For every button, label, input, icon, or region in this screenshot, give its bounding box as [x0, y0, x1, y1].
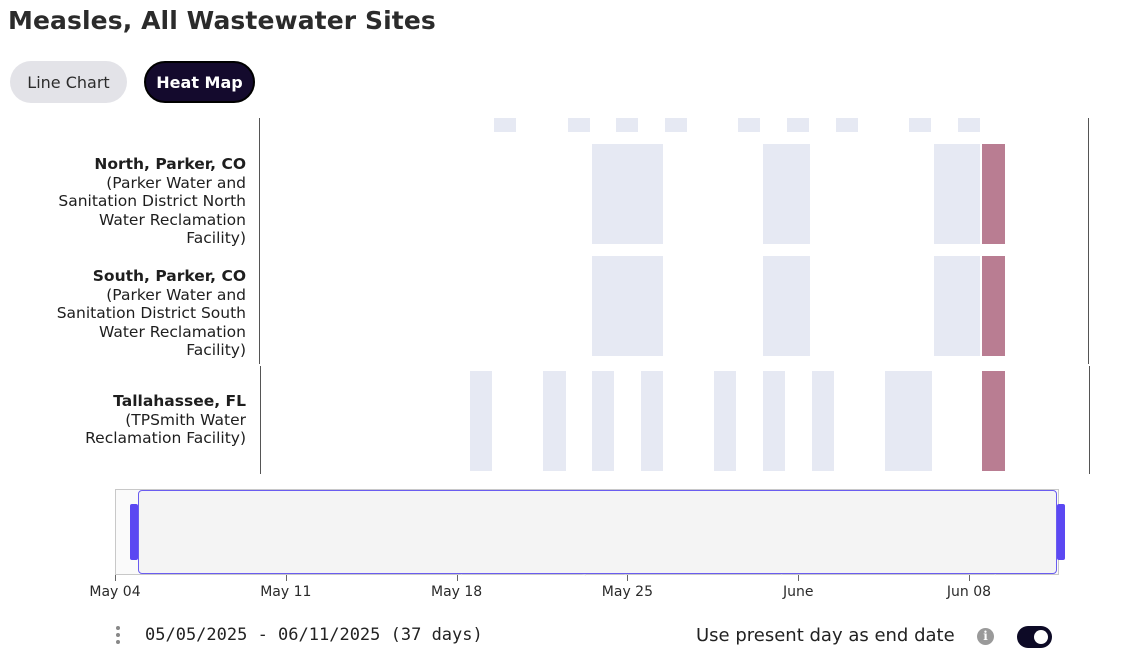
- axis-tick-label: May 04: [89, 584, 141, 600]
- heatmap-cell[interactable]: [811, 371, 834, 471]
- heatmap-cell[interactable]: [933, 144, 981, 244]
- facility-name: (Parker Water and Sanitation District No…: [58, 173, 246, 248]
- axis-tick-label: June: [782, 584, 814, 600]
- legend-cell: [787, 118, 810, 132]
- heatmap-cell-detected[interactable]: [982, 256, 1005, 356]
- heatmap-cell-detected[interactable]: [982, 371, 1005, 471]
- axis-tick: [969, 575, 970, 581]
- heatmap-cell[interactable]: [640, 371, 664, 471]
- heatmap-row-label: North, Parker, CO (Parker Water and Sani…: [36, 155, 246, 248]
- brush-selection-window[interactable]: [138, 490, 1057, 574]
- legend-cell: [958, 118, 980, 132]
- axis-tick-label: Jun 08: [946, 584, 992, 600]
- more-options-icon[interactable]: [113, 626, 123, 650]
- toggle-knob: [1034, 630, 1048, 644]
- site-name: Tallahassee, FL: [113, 392, 246, 410]
- legend-cell: [738, 118, 761, 132]
- heatmap-cell[interactable]: [884, 371, 932, 471]
- axis-tick: [798, 575, 800, 581]
- brush-right-handle[interactable]: [1057, 504, 1065, 560]
- axis-tick-label: May 18: [430, 584, 483, 600]
- site-name: South, Parker, CO: [92, 267, 246, 285]
- date-range-text: 05/05/2025 - 06/11/2025 (37 days): [145, 625, 483, 645]
- site-name: North, Parker, CO: [94, 155, 246, 173]
- heatmap-cell-detected[interactable]: [982, 144, 1005, 244]
- heatmap-cell[interactable]: [714, 371, 737, 471]
- heatmap-cell[interactable]: [592, 144, 664, 244]
- legend-cell: [836, 118, 858, 132]
- heatmap-left-border: [259, 118, 260, 364]
- info-icon[interactable]: i: [977, 628, 994, 645]
- axis-tick-label: May 25: [601, 584, 653, 600]
- heatmap-left-border: [260, 366, 261, 474]
- line-chart-button[interactable]: Line Chart: [10, 61, 127, 103]
- heatmap-cell[interactable]: [543, 371, 566, 471]
- heatmap-cell[interactable]: [762, 144, 810, 244]
- heatmap-cell[interactable]: [592, 371, 615, 471]
- axis-tick-label: May 11: [260, 584, 312, 600]
- brush-left-handle[interactable]: [130, 504, 138, 560]
- heatmap-row-label: Tallahassee, FL (TPSmith Water Reclamati…: [46, 392, 246, 448]
- heatmap-right-border: [1089, 366, 1090, 474]
- heatmap-cell[interactable]: [762, 371, 786, 471]
- facility-name: (Parker Water and Sanitation District So…: [56, 285, 246, 360]
- legend-cell: [616, 118, 639, 132]
- heatmap-cell[interactable]: [592, 256, 664, 356]
- heatmap-right-border: [1088, 118, 1089, 364]
- axis-tick: [115, 575, 116, 581]
- legend-cell: [665, 118, 688, 132]
- present-day-toggle[interactable]: [1017, 626, 1052, 648]
- heat-map-button[interactable]: Heat Map: [144, 61, 255, 103]
- legend-cell: [494, 118, 517, 132]
- axis-tick: [627, 575, 629, 581]
- page-title: Measles, All Wastewater Sites: [8, 6, 436, 35]
- facility-name: (TPSmith Water Reclamation Facility): [85, 410, 246, 448]
- legend-cell: [909, 118, 932, 132]
- axis-tick: [456, 575, 458, 581]
- legend-cell: [567, 118, 590, 132]
- heatmap-cell[interactable]: [762, 256, 810, 356]
- heatmap-cell[interactable]: [933, 256, 981, 356]
- axis-tick: [285, 575, 287, 581]
- present-day-label: Use present day as end date: [696, 625, 955, 646]
- heatmap-cell[interactable]: [470, 371, 493, 471]
- heatmap-row-label: South, Parker, CO (Parker Water and Sani…: [36, 267, 246, 360]
